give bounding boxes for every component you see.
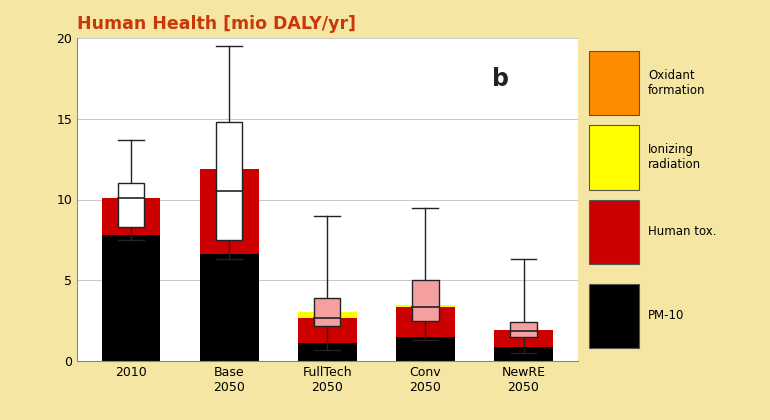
Bar [102,198,160,235]
Bar [102,235,160,361]
Bar [298,312,357,318]
Bar [588,51,639,116]
Bar [412,281,439,321]
Bar [199,255,259,361]
Text: PM-10: PM-10 [648,310,685,323]
Bar [118,183,144,227]
Bar [494,331,553,346]
Bar [199,169,259,255]
Bar [314,298,340,326]
Text: Ionizing
radiation: Ionizing radiation [648,144,701,171]
Text: Oxidant
formation: Oxidant formation [648,69,705,97]
Text: Human Health [mio DALY/yr]: Human Health [mio DALY/yr] [77,16,356,34]
Bar [494,346,553,361]
Text: Human tox.: Human tox. [648,226,716,238]
Bar [396,304,455,307]
Bar [588,200,639,264]
Bar [511,323,537,337]
Bar [298,318,357,343]
Bar [494,330,553,331]
Bar [216,122,243,240]
Bar [396,307,455,337]
Bar [588,125,639,190]
Text: b: b [493,67,510,91]
Bar [298,343,357,361]
Bar [396,337,455,361]
Bar [588,284,639,348]
